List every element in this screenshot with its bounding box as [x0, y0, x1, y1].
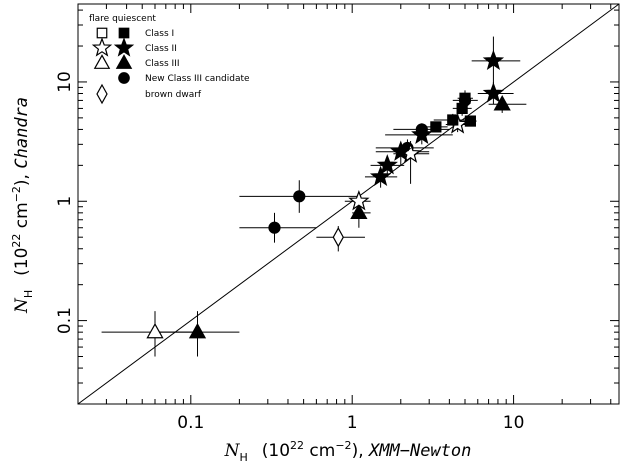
- data-point-filled-star: [369, 165, 392, 186]
- one-to-one-line: [77, 3, 620, 405]
- x-axis-label: NH (1022 cm−2), XMM−Newton: [224, 439, 472, 464]
- legend-label: Class I: [145, 29, 174, 39]
- axis-ticks: [77, 4, 619, 405]
- data-point-filled-triangle: [493, 95, 511, 111]
- y-tick-label: 1: [55, 196, 75, 207]
- axis-tick-labels: 0.1 1 10 0.1 1 10: [55, 71, 524, 433]
- x-tick-label: 10: [503, 413, 525, 433]
- legend-symbol-flare: [115, 54, 133, 69]
- legend-label: Class II: [145, 44, 177, 54]
- legend-header: flare quiescent: [89, 14, 156, 24]
- legend-symbol-flare: [113, 37, 135, 57]
- legend-symbol-quiescent: [96, 83, 108, 105]
- legend-label: New Class III candidate: [145, 74, 250, 84]
- legend-label: brown dwarf: [145, 90, 202, 100]
- data-point-filled-star: [482, 82, 505, 103]
- error-bars: [101, 36, 527, 357]
- x-tick-label: 0.1: [177, 413, 204, 433]
- data-point-filled-square: [430, 121, 442, 133]
- legend: flare quiescent Class I Class II Class III N…: [89, 14, 250, 105]
- data-point-filled-square: [459, 92, 471, 104]
- data-point-filled-square: [456, 102, 468, 115]
- data-point-open-star: [348, 190, 370, 211]
- reference-line: [77, 3, 620, 405]
- data-point-filled-star: [411, 123, 433, 144]
- legend-label: Class III: [145, 59, 180, 69]
- data-point-filled-square: [464, 115, 476, 127]
- data-point-filled-circle: [268, 221, 281, 234]
- data-point-open-triangle: [146, 322, 164, 339]
- data-point-filled-star: [390, 140, 412, 161]
- data-point-filled-star: [482, 49, 505, 71]
- legend-symbol-quiescent: [96, 27, 108, 39]
- data-point-filled-star: [376, 154, 398, 175]
- data-markers: [146, 49, 511, 339]
- y-tick-label: 0.1: [55, 307, 75, 334]
- data-point-filled-circle: [293, 190, 306, 203]
- plot-frame: [77, 3, 620, 405]
- data-point-open-diamond: [332, 226, 344, 248]
- y-tick-label: 10: [55, 71, 75, 93]
- legend-symbol-quiescent: [91, 37, 113, 57]
- data-point-filled-triangle: [188, 322, 207, 339]
- legend-symbol-flare: [118, 72, 130, 84]
- data-point-filled-triangle: [350, 203, 368, 220]
- legend-symbol-quiescent: [93, 54, 111, 69]
- data-point-filled-square: [447, 114, 459, 126]
- x-tick-label: 1: [347, 413, 358, 433]
- legend-symbol-flare: [118, 27, 130, 39]
- y-axis-label: NH(1022 cm−2), Chandra: [10, 97, 35, 314]
